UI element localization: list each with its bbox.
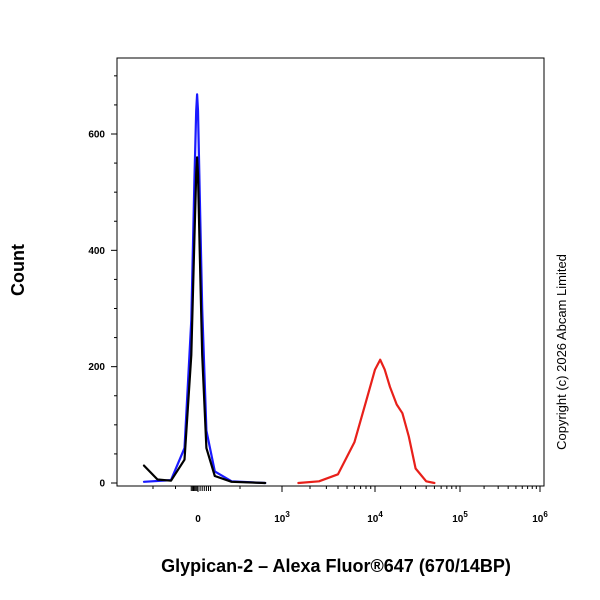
y-tick-label: 0	[99, 479, 105, 490]
copyright-notice: Copyright (c) 2026 Abcam Limited	[554, 254, 569, 450]
y-axis-ticks	[111, 75, 117, 484]
y-axis-title: Count	[8, 244, 28, 296]
x-tick-label: 103	[274, 510, 290, 525]
x-tick-label: 106	[532, 510, 548, 525]
x-tick-labels: 0 103 104 105 106	[195, 510, 548, 525]
x-tick-label: 0	[195, 514, 201, 525]
y-tick-label: 200	[88, 362, 105, 373]
x-axis-title: Glypican-2 – Alexa Fluor®647 (670/14BP)	[161, 556, 511, 576]
x-tick-label: 105	[452, 510, 468, 525]
y-tick-label: 400	[88, 246, 105, 257]
series-layer	[142, 93, 436, 485]
x-tick-label: 104	[367, 510, 383, 525]
y-tick-labels: 0 200 400 600	[88, 130, 105, 490]
plot-frame	[116, 57, 545, 487]
x-axis-ticks	[152, 486, 541, 492]
y-tick-label: 600	[88, 130, 105, 141]
series-line-3	[297, 358, 436, 485]
series-line-2	[142, 156, 267, 485]
